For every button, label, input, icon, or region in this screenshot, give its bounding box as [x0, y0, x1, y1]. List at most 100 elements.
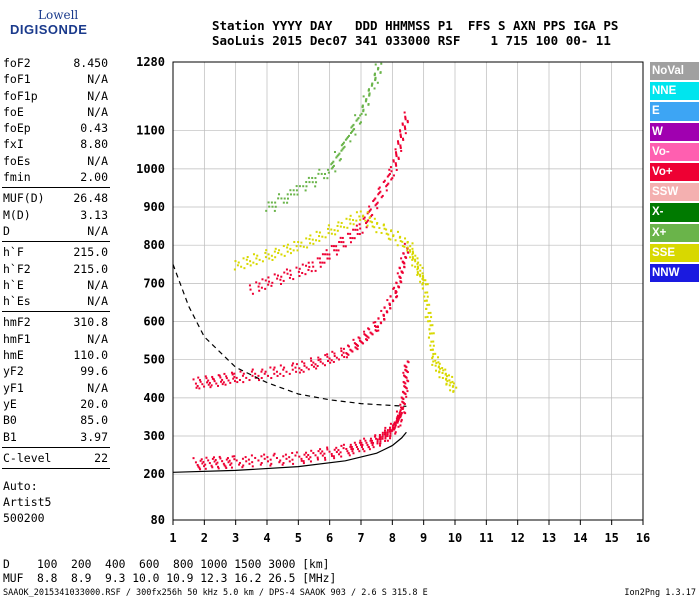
echo-point	[424, 279, 427, 282]
echo-point	[406, 246, 409, 249]
echo-point	[237, 261, 240, 264]
echo-point	[268, 257, 271, 260]
echo-point	[241, 374, 244, 377]
echo-point	[217, 465, 220, 468]
echo-point	[365, 222, 368, 225]
echo-point	[390, 170, 393, 173]
echo-point	[367, 103, 370, 106]
echo-point	[343, 355, 346, 358]
param-value: N/A	[87, 153, 108, 168]
param-separator	[2, 187, 110, 189]
echo-point	[399, 144, 402, 147]
param-row: B0 85.0	[0, 413, 112, 429]
echo-point	[393, 421, 396, 424]
param-label: C-level	[3, 450, 52, 465]
echo-point	[359, 121, 362, 124]
echo-point	[378, 434, 381, 437]
echo-point	[198, 387, 201, 390]
echo-point	[225, 466, 228, 469]
echo-point	[308, 265, 311, 268]
echo-point	[311, 238, 314, 241]
echo-point	[429, 324, 432, 327]
echo-point	[416, 272, 419, 275]
echo-point	[406, 379, 409, 382]
echo-point	[432, 360, 435, 363]
echo-point	[274, 247, 277, 250]
artist-code: 500200	[3, 511, 45, 525]
echo-point	[274, 201, 277, 204]
echo-point	[397, 417, 400, 420]
echo-point	[368, 217, 371, 220]
echo-point	[401, 260, 404, 263]
param-row: M(D) 3.13	[0, 208, 112, 224]
echo-point	[326, 227, 329, 230]
echo-point	[276, 374, 279, 377]
echo-point	[394, 292, 397, 295]
echo-point	[246, 255, 249, 258]
echo-point	[401, 245, 404, 248]
echo-point	[429, 344, 432, 347]
echo-point	[414, 254, 417, 257]
echo-point	[428, 303, 431, 306]
x-tick-label: 1	[169, 531, 176, 545]
param-label: h`F2	[3, 261, 31, 276]
echo-point	[361, 443, 364, 446]
echo-point	[328, 253, 331, 256]
echo-point	[399, 130, 402, 133]
echo-point	[448, 379, 451, 382]
echo-point	[355, 119, 358, 122]
echo-point	[299, 245, 302, 248]
echo-point	[325, 249, 328, 252]
echo-point	[435, 362, 438, 365]
echo-point	[204, 467, 207, 470]
echo-point	[376, 201, 379, 204]
echo-point	[284, 453, 287, 456]
echo-point	[398, 266, 401, 269]
echo-point	[369, 331, 372, 334]
param-label: hmE	[3, 348, 24, 363]
echo-point	[414, 258, 417, 261]
echo-point	[232, 377, 235, 380]
echo-point	[368, 328, 371, 331]
echo-point	[235, 459, 238, 462]
echo-point	[340, 444, 343, 447]
echo-point	[214, 458, 217, 461]
echo-point	[356, 228, 359, 231]
echo-point	[351, 125, 354, 128]
param-value: 20.0	[80, 396, 108, 411]
x-tick-label: 11	[479, 531, 493, 545]
echo-point	[351, 237, 354, 240]
echo-point	[419, 275, 422, 278]
echo-point	[333, 150, 336, 153]
echo-point	[282, 279, 285, 282]
echo-point	[422, 282, 425, 285]
echo-point	[277, 197, 280, 200]
echo-point	[430, 340, 433, 343]
echo-point	[394, 431, 397, 434]
echo-point	[401, 122, 404, 125]
echo-point	[251, 292, 254, 295]
echo-point	[359, 218, 362, 221]
echo-point	[414, 265, 417, 268]
echo-point	[330, 228, 333, 231]
echo-point	[297, 241, 300, 243]
muf-table: D 100 200 400 600 800 1000 1500 3000 [km…	[3, 558, 336, 585]
echo-point	[231, 455, 234, 458]
echo-point	[389, 295, 392, 298]
echo-point	[216, 461, 219, 464]
echo-point	[309, 460, 312, 463]
echo-point	[318, 239, 321, 242]
echo-point	[438, 371, 441, 374]
echo-point	[381, 435, 384, 438]
y-tick-label: 1100	[136, 124, 165, 138]
echo-point	[366, 339, 369, 342]
echo-point	[401, 400, 404, 403]
echo-point	[389, 307, 392, 310]
echo-point	[385, 232, 388, 235]
echo-point	[252, 261, 255, 264]
echo-point	[399, 145, 402, 148]
echo-point	[240, 265, 243, 268]
echo-point	[371, 221, 374, 224]
param-row: foEp 0.43	[0, 121, 112, 137]
echo-point	[392, 287, 395, 290]
